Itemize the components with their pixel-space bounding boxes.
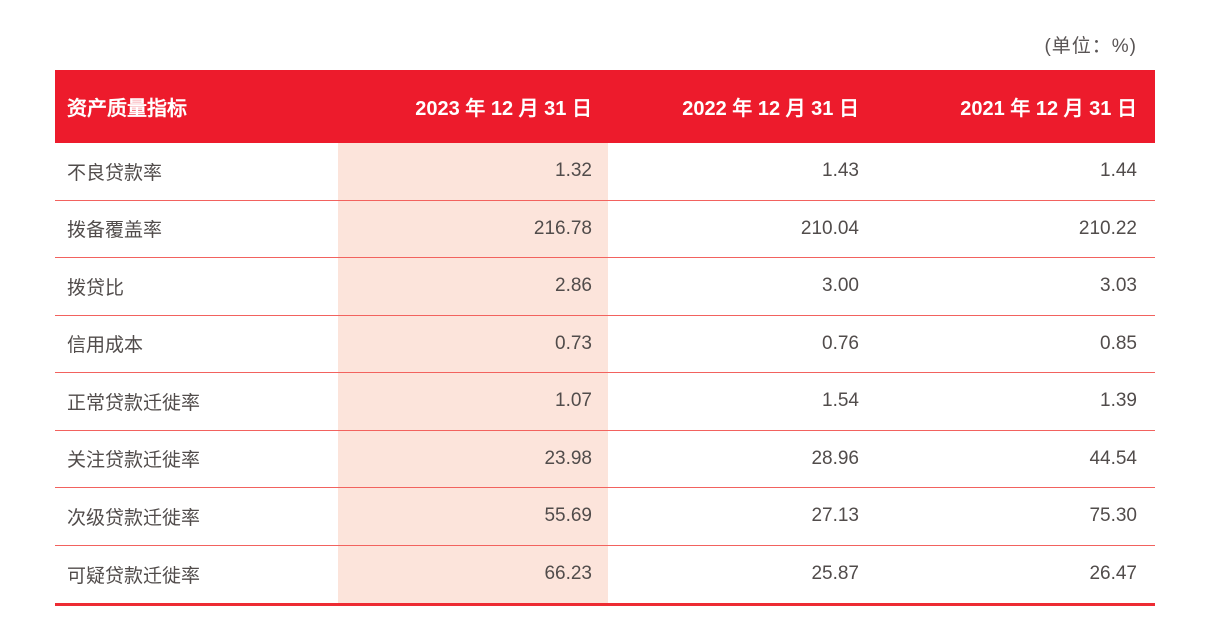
value-2022: 28.96: [811, 447, 859, 469]
value-2022: 210.04: [800, 217, 859, 239]
table-row: 次级贷款迁徙率 55.69 27.13 75.30: [55, 488, 1155, 546]
table-row: 拨贷比 2.86 3.00 3.03: [55, 258, 1155, 316]
row-label: 可疑贷款迁徙率: [67, 565, 201, 587]
table-row: 关注贷款迁徙率 23.98 28.96 44.54: [55, 430, 1155, 488]
value-2022: 25.87: [811, 563, 859, 584]
value-2022: 27.13: [811, 505, 859, 527]
value-2023: 2.86: [338, 258, 608, 315]
value-2022: 1.54: [822, 390, 859, 412]
value-2022: 0.76: [822, 332, 859, 354]
value-2021: 44.54: [1089, 447, 1137, 469]
value-2023: 1.32: [338, 143, 608, 200]
value-2023: 1.07: [338, 373, 608, 430]
table-header-row: 资产质量指标 2023 年 12 月 31 日 2022 年 12 月 31 日…: [55, 70, 1155, 143]
header-indicator: 资产质量指标: [67, 98, 187, 120]
table-row: 可疑贷款迁徙率 66.23 25.87 26.47: [55, 545, 1155, 603]
value-2021: 75.30: [1089, 505, 1137, 527]
value-2023: 0.73: [338, 315, 608, 372]
value-2023: 23.98: [338, 430, 608, 487]
value-2023: 66.23: [338, 545, 608, 603]
value-2023: 216.78: [338, 200, 608, 257]
value-2023: 55.69: [338, 488, 608, 545]
value-2022: 1.43: [822, 160, 859, 182]
header-2023-date: 2023 年 12 月 31 日: [415, 98, 592, 120]
value-2021: 3.03: [1100, 275, 1137, 297]
table-row: 信用成本 0.73 0.76 0.85: [55, 315, 1155, 373]
value-2021: 0.85: [1100, 332, 1137, 354]
row-label: 不良贷款率: [67, 162, 163, 184]
row-label: 拨贷比: [67, 277, 125, 299]
row-label: 次级贷款迁徙率: [67, 507, 201, 529]
table-row: 正常贷款迁徙率 1.07 1.54 1.39: [55, 373, 1155, 431]
value-2021: 210.22: [1078, 217, 1137, 239]
row-label: 拨备覆盖率: [67, 220, 163, 242]
row-label: 正常贷款迁徙率: [67, 392, 201, 414]
table-row: 不良贷款率 1.32 1.43 1.44: [55, 143, 1155, 201]
row-label: 关注贷款迁徙率: [67, 450, 201, 472]
asset-quality-table: 资产质量指标 2023 年 12 月 31 日 2022 年 12 月 31 日…: [55, 70, 1155, 606]
table-row: 拨备覆盖率 216.78 210.04 210.22: [55, 200, 1155, 258]
value-2021: 26.47: [1089, 563, 1137, 584]
value-2021: 1.44: [1100, 160, 1137, 182]
unit-label: (单位：%): [1044, 36, 1137, 57]
header-2022-date: 2022 年 12 月 31 日: [682, 98, 859, 120]
row-label: 信用成本: [67, 335, 144, 357]
value-2021: 1.39: [1100, 390, 1137, 412]
value-2022: 3.00: [822, 275, 859, 297]
header-2021-date: 2021 年 12 月 31 日: [960, 98, 1137, 120]
